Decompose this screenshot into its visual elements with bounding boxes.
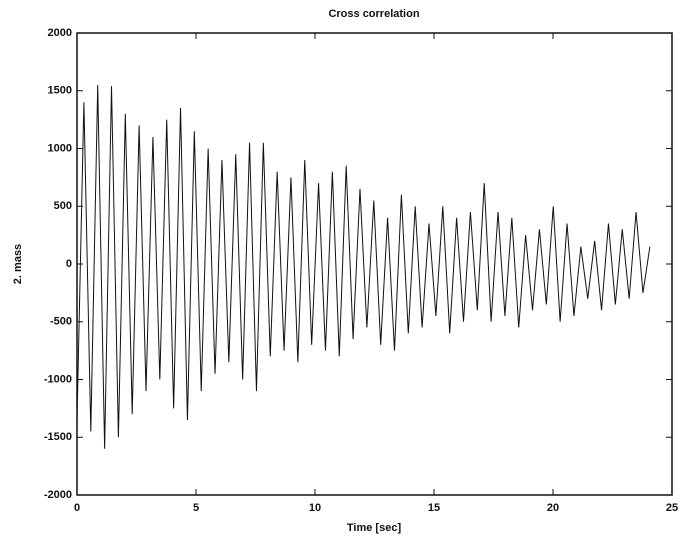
y-tick-label: -1500 (44, 431, 72, 443)
y-tick-label: 500 (54, 200, 72, 212)
y-tick-label: 1500 (48, 85, 72, 97)
x-tick-label: 5 (193, 502, 199, 514)
y-tick-label: -1000 (44, 373, 72, 385)
x-axis-label: Time [sec] (347, 522, 402, 534)
x-tick-label: 20 (547, 502, 559, 514)
data-line (76, 84, 651, 449)
y-tick-label: 1000 (48, 142, 72, 154)
x-tick-label: 0 (74, 502, 80, 514)
y-tick-label: -2000 (44, 489, 72, 501)
x-tick-label: 15 (428, 502, 440, 514)
y-tick-label: -500 (50, 316, 72, 328)
y-axis-label: 2. mass (12, 244, 24, 284)
y-tick-label: 0 (66, 258, 72, 270)
x-tick-label: 10 (309, 502, 321, 514)
y-tick-label: 2000 (48, 27, 72, 39)
chart-title: Cross correlation (328, 8, 419, 20)
x-tick-label: 25 (666, 502, 678, 514)
